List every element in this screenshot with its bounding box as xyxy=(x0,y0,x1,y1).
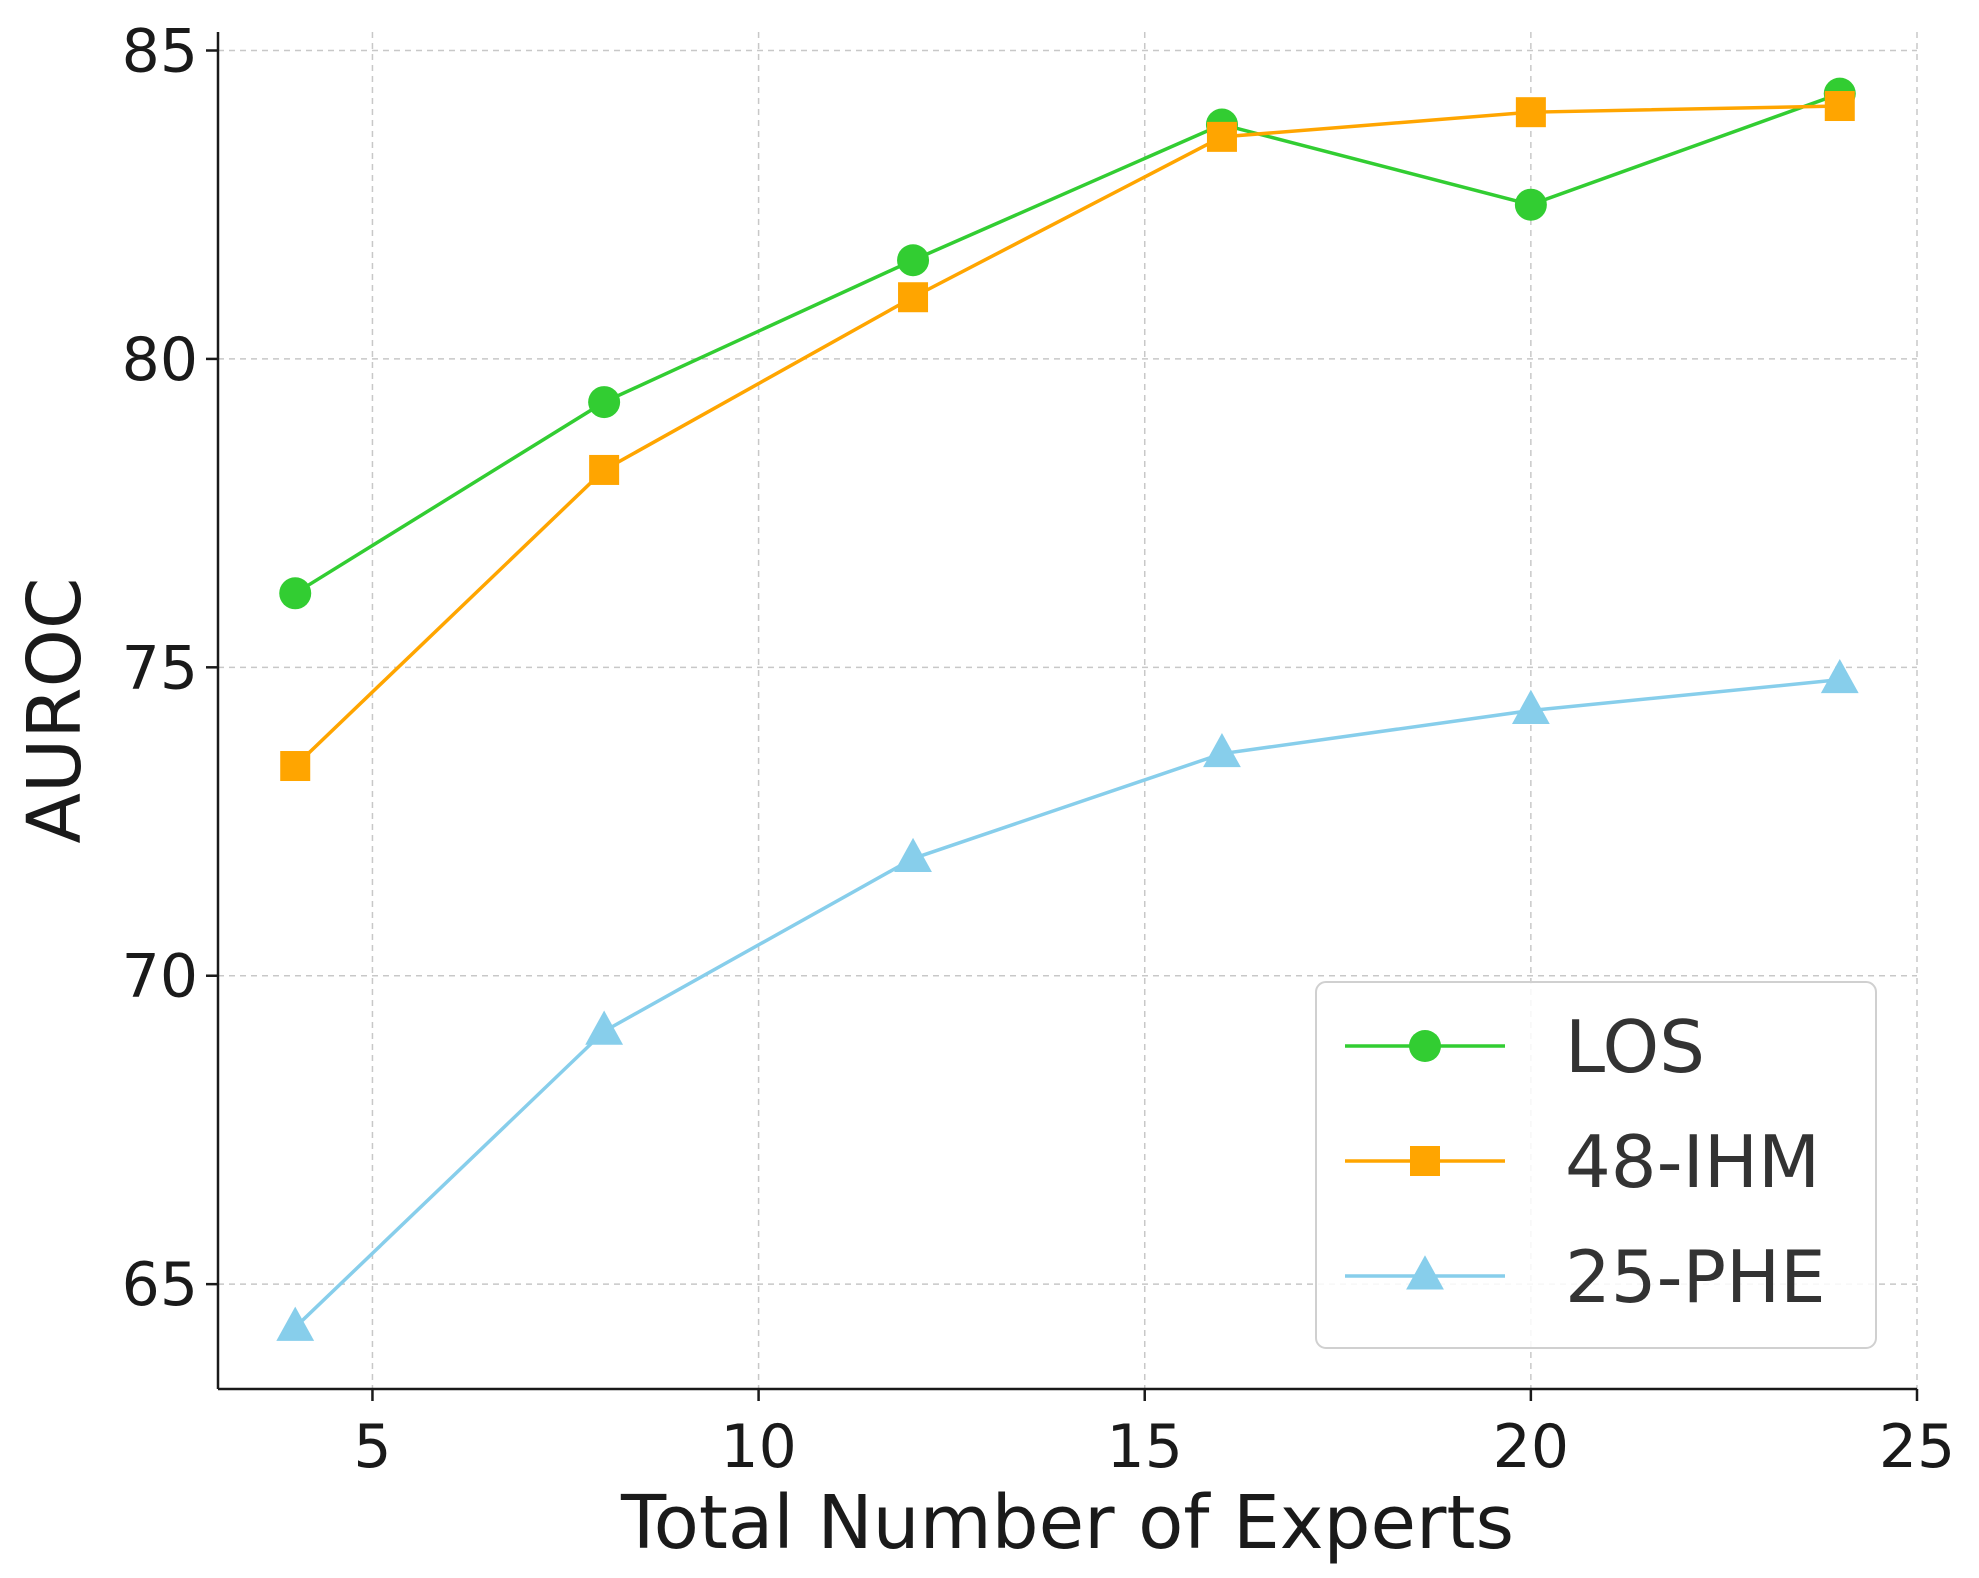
x-tick-label: 15 xyxy=(1107,1412,1183,1482)
x-axis-label: Total Number of Experts xyxy=(620,1480,1514,1566)
series-line-los xyxy=(294,92,1841,595)
legend: LOS 48-IHM 25-PHE xyxy=(1315,981,1877,1349)
x-tick-label: 25 xyxy=(1879,1412,1955,1482)
data-point-48-ihm xyxy=(1515,97,1546,128)
data-point-25-phe xyxy=(585,1010,624,1045)
legend-label-48-ihm: 48-IHM xyxy=(1565,1120,1820,1204)
data-point-los xyxy=(897,244,930,277)
y-tick-label: 70 xyxy=(122,942,198,1012)
y-tick-label: 65 xyxy=(122,1250,198,1320)
y-axis-label: AUROC xyxy=(12,577,98,843)
legend-label-los: LOS xyxy=(1565,1005,1705,1089)
x-tick-label: 20 xyxy=(1493,1412,1569,1482)
y-tick-label: 75 xyxy=(122,633,198,703)
legend-marker-48-ihm xyxy=(1410,1146,1440,1176)
data-point-25-phe xyxy=(1820,658,1859,694)
x-tick-label: 10 xyxy=(720,1412,796,1482)
data-point-48-ihm xyxy=(1824,91,1855,122)
data-point-25-phe xyxy=(276,1306,315,1341)
series-line-48-ihm xyxy=(294,104,1840,768)
legend-marker-25-phe xyxy=(1406,1255,1444,1290)
grid xyxy=(218,32,1918,1389)
y-tick-label: 80 xyxy=(122,325,198,395)
data-point-48-ihm xyxy=(589,454,620,485)
data-point-25-phe xyxy=(1203,732,1241,768)
data-point-48-ihm xyxy=(280,751,311,782)
legend-item-los: LOS xyxy=(1345,1005,1705,1089)
legend-box xyxy=(1315,981,1877,1349)
axes: 5 10 15 20 25 65 70 75 80 85 xyxy=(122,17,1956,1482)
data-point-25-phe xyxy=(1511,689,1550,724)
y-tick-label: 85 xyxy=(122,17,198,87)
series-line-25-phe xyxy=(294,677,1840,1329)
x-tick-label: 5 xyxy=(353,1412,391,1482)
data-point-25-phe xyxy=(894,837,932,873)
data-point-los xyxy=(588,386,621,419)
legend-item-25-phe: 25-PHE xyxy=(1345,1235,1826,1319)
data-point-48-ihm xyxy=(898,282,929,313)
legend-marker-los xyxy=(1409,1030,1441,1062)
data-point-los xyxy=(1514,188,1547,221)
legend-item-48-ihm: 48-IHM xyxy=(1345,1120,1820,1204)
series-layer xyxy=(276,77,1859,1341)
data-point-los xyxy=(279,577,312,610)
data-point-48-ihm xyxy=(1206,121,1237,152)
legend-label-25-phe: 25-PHE xyxy=(1565,1235,1826,1319)
